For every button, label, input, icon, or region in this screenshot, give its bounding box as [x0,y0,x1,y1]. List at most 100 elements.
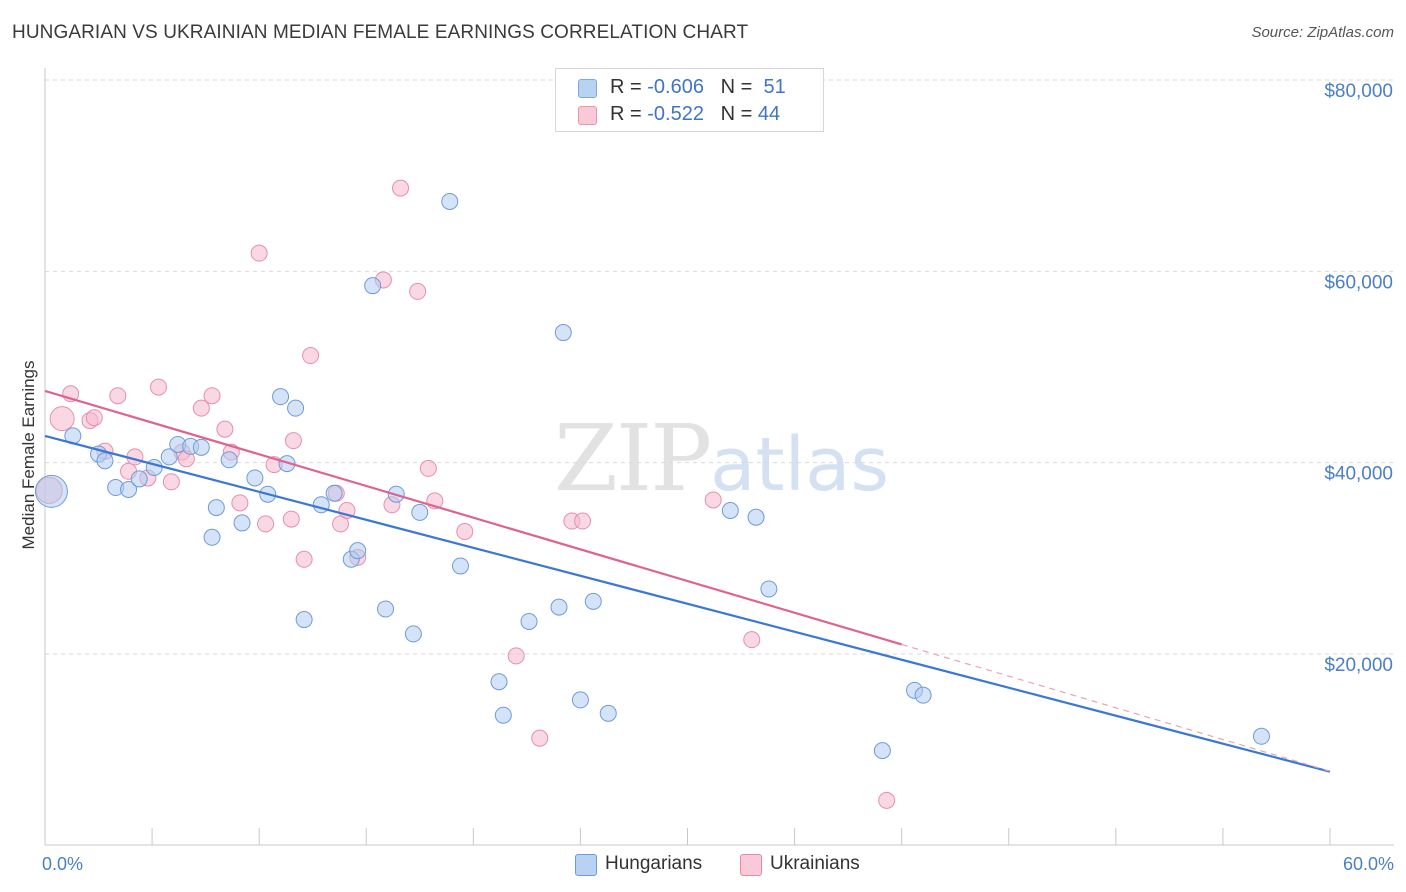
hungarians-point [220,451,238,469]
hungarians-point [160,448,178,466]
hungarians-point [914,686,932,704]
bottom-legend-label-hungarians: Hungarians [605,853,703,874]
hungarians-point [1252,727,1270,745]
hungarians-point [721,502,739,519]
legend-n-label: N = [720,76,753,98]
legend-swatch-hungarians [578,79,597,98]
ukrainians-point [507,647,525,665]
legend-text-ukrainians: R = -0.522 N = 44 [610,103,780,126]
hungarians-point [192,438,210,456]
ukrainians-point [302,347,320,365]
y-axis-title: Median Female Earnings [19,361,38,550]
ukrainians-point [85,409,103,427]
chart-source: Source: ZipAtlas.com [1251,24,1394,41]
bottom-legend-swatch-hungarians [575,854,597,876]
legend-n-value: 51 [763,76,786,98]
hungarians-point [34,474,68,508]
ukrainians-point [743,631,761,649]
hungarians-point [349,542,367,560]
trend-lines [44,389,1331,773]
hungarians-point [404,625,422,643]
ukrainians-point [284,432,302,450]
hungarians-point [599,704,617,722]
ukrainians-point [878,791,896,809]
hungarians-point [760,580,778,598]
hungarians-point [246,469,264,487]
legend-r-label: R = [610,103,642,125]
hungarians-trend-line [44,434,1331,773]
hungarians-point [411,503,429,521]
watermark: ZIPatlas [554,405,889,512]
hungarians-point [377,600,395,618]
ukrainians-point [456,523,474,541]
axis-labels: $20,000 $40,000 $60,000 $80,000 0.0% 60.0% Med… [19,81,1394,874]
ukrainians-point [49,406,75,432]
ukrainians-point [704,491,722,509]
ukrainians-point [162,473,180,491]
chart-title: HUNGARIAN VS UKRAINIAN MEDIAN FEMALE EAR… [12,22,749,43]
ukrainians-point [250,244,268,262]
y-tick-label: $60,000 [1324,272,1393,293]
ukrainians-point [203,387,221,405]
legend-r-value: -0.606 [647,76,704,98]
hungarians-point [120,480,138,498]
hungarians-point [441,192,459,210]
hungarians-point [747,508,765,526]
hungarians-point [520,612,538,630]
ukrainians-points [35,179,896,809]
hungarians-point [233,514,251,532]
legend-swatch-ukrainians [578,106,597,125]
hungarians-point [550,598,568,616]
legend-r-value: -0.522 [647,103,704,125]
x-tick-label: 0.0% [42,854,83,874]
hungarians-point [584,592,602,610]
watermark-zip: ZIP [554,405,712,512]
legend-text-hungarians: R = -0.606 N = 51 [610,76,786,99]
correlation-legend: R = -0.606 N = 51 R = -0.522 N = 44 [555,68,824,132]
hungarians-point [451,557,469,575]
x-tick-label: 60.0% [1343,854,1394,874]
hungarians-point [203,528,221,546]
ukrainians-point [109,387,127,405]
hungarians-point [490,673,508,691]
hungarians-point [364,277,382,295]
watermark-atlas: atlas [710,422,889,508]
ukrainians-point [531,729,549,747]
y-tick-label: $20,000 [1324,655,1393,676]
bottom-legend-label-ukrainians: Ukrainians [770,853,860,874]
ukrainians-point [574,512,592,530]
grid-lines [45,79,1394,655]
hungarians-point [494,706,512,724]
ukrainians-point [231,494,249,512]
ukrainians-point [392,179,410,197]
bottom-legend-swatch-ukrainians [740,854,762,876]
hungarians-point [873,742,891,760]
ukrainians-trend-line [44,389,902,646]
hungarians-point [554,324,572,342]
hungarians-point [571,691,589,709]
hungarians-points [34,192,1270,760]
hungarians-point [96,452,114,470]
legend-r-label: R = [610,76,642,98]
ukrainians-point [282,510,300,528]
ukrainians-point [216,420,234,438]
ukrainians-point [419,459,437,477]
hungarians-point [295,611,313,629]
hungarians-point [325,484,343,502]
y-tick-label: $80,000 [1324,81,1393,102]
hungarians-point [287,399,305,417]
axes [44,68,1394,846]
hungarians-point [272,388,290,406]
hungarians-point [207,499,225,517]
ukrainians-trend-extension [901,643,1331,772]
legend-n-label: N = [720,103,753,125]
y-tick-label: $40,000 [1324,464,1393,485]
hungarians-point [130,470,148,488]
ukrainians-point [409,282,427,300]
legend-n-value: 44 [757,103,781,125]
ukrainians-point [295,550,313,568]
ukrainians-point [192,399,210,417]
ukrainians-point [150,378,168,396]
ukrainians-point [257,515,275,533]
